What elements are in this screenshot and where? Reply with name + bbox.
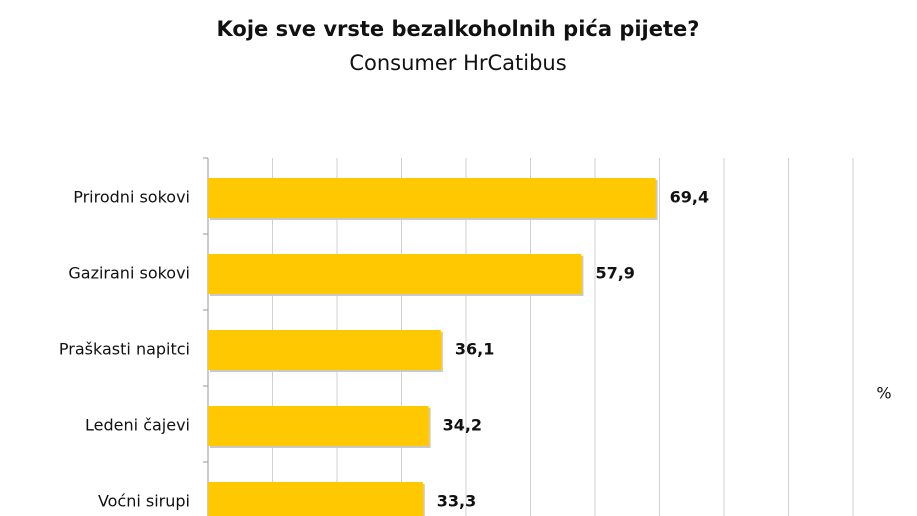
axis-unit: % — [876, 384, 891, 403]
chart-subtitle: Consumer HrCatibus — [349, 51, 566, 75]
chart-title: Koje sve vrste bezalkoholnih pića pijete… — [217, 17, 700, 41]
value-label: 57,9 — [595, 264, 634, 283]
bar — [208, 330, 441, 370]
y-tick-label: Ledeni čajevi — [85, 416, 190, 435]
bar — [208, 406, 429, 446]
value-label: 33,3 — [437, 492, 476, 511]
value-label: 69,4 — [670, 188, 709, 207]
value-label: 34,2 — [443, 416, 482, 435]
y-tick-label: Voćni sirupi — [98, 492, 190, 511]
bar — [208, 482, 423, 516]
y-tick-label: Praškasti napitci — [59, 340, 190, 359]
bar — [208, 254, 582, 294]
y-tick-label: Gazirani sokovi — [68, 264, 190, 283]
value-label: 36,1 — [455, 340, 494, 359]
bar — [208, 178, 656, 218]
y-tick-label: Prirodni sokovi — [73, 188, 190, 207]
